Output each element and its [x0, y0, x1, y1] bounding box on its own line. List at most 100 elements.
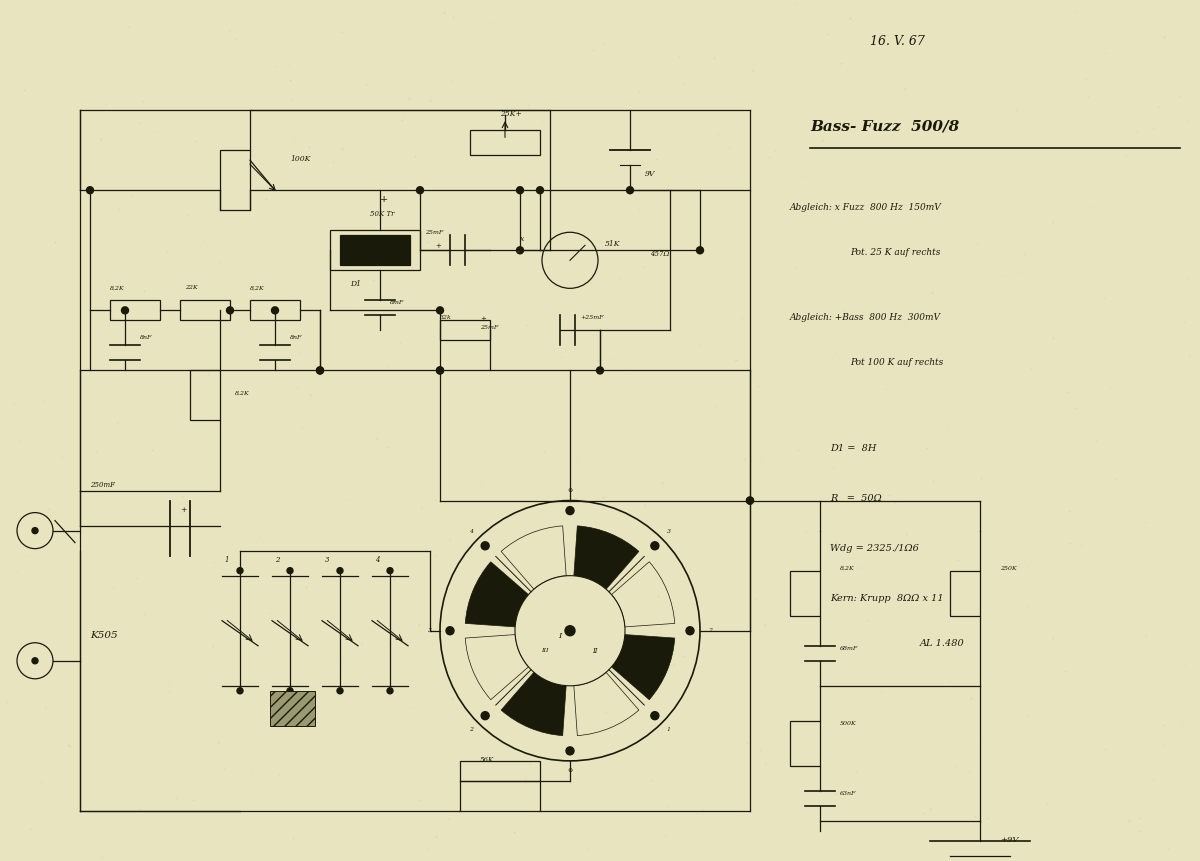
Wedge shape — [502, 526, 566, 589]
Circle shape — [566, 506, 574, 515]
Text: Bass- Fuzz  500/8: Bass- Fuzz 500/8 — [810, 119, 959, 133]
Circle shape — [416, 187, 424, 194]
Circle shape — [238, 567, 242, 573]
Circle shape — [386, 688, 394, 694]
Wedge shape — [574, 526, 638, 589]
Text: +: + — [436, 242, 440, 251]
Circle shape — [337, 567, 343, 573]
Text: +: + — [180, 505, 186, 514]
Circle shape — [515, 576, 625, 686]
Text: I: I — [558, 632, 562, 640]
Text: 3: 3 — [325, 555, 330, 564]
Text: AL 1.480: AL 1.480 — [920, 639, 965, 647]
Bar — [790, 571, 820, 616]
Bar — [340, 235, 410, 265]
Circle shape — [317, 367, 324, 374]
Text: x: x — [520, 235, 524, 244]
Text: 8,2K: 8,2K — [840, 566, 854, 571]
Wedge shape — [466, 561, 528, 627]
Text: 8,2K: 8,2K — [235, 390, 250, 395]
Bar — [950, 571, 980, 616]
Text: +: + — [480, 315, 486, 324]
Text: 250K: 250K — [1000, 566, 1016, 571]
Circle shape — [565, 626, 575, 635]
Text: 4: 4 — [469, 530, 473, 534]
Bar — [180, 300, 230, 320]
Text: II: II — [593, 647, 598, 654]
Bar — [190, 370, 220, 420]
Text: Kern: Krupp  8ΩΩ x 11: Kern: Krupp 8ΩΩ x 11 — [830, 594, 943, 603]
Text: III: III — [541, 648, 548, 653]
Bar — [220, 150, 250, 210]
Bar — [110, 300, 160, 320]
Text: 9V: 9V — [646, 170, 655, 178]
Bar — [440, 320, 490, 340]
Circle shape — [437, 307, 444, 314]
Circle shape — [746, 497, 754, 504]
Circle shape — [542, 232, 598, 288]
Wedge shape — [502, 672, 566, 735]
Circle shape — [271, 307, 278, 314]
Text: 100K: 100K — [290, 155, 311, 164]
Circle shape — [287, 567, 293, 573]
Text: 25mF: 25mF — [480, 325, 498, 331]
Text: 51K: 51K — [605, 240, 620, 248]
Circle shape — [481, 712, 490, 720]
Text: 16. V. 67: 16. V. 67 — [870, 35, 925, 48]
Text: 457Ω: 457Ω — [650, 251, 670, 258]
Circle shape — [337, 688, 343, 694]
Circle shape — [287, 688, 293, 694]
Text: 8nF: 8nF — [140, 336, 152, 340]
Circle shape — [317, 367, 324, 374]
Text: 8,2K: 8,2K — [110, 285, 125, 290]
Text: 1: 1 — [667, 728, 671, 733]
Text: 8nF: 8nF — [290, 336, 302, 340]
Text: ⊖: ⊖ — [568, 488, 572, 493]
Circle shape — [696, 247, 703, 254]
Text: 50K Tr: 50K Tr — [370, 210, 395, 218]
Bar — [790, 721, 820, 766]
Text: +9V: +9V — [1000, 836, 1019, 844]
Text: Pot. 25 K auf rechts: Pot. 25 K auf rechts — [850, 248, 941, 257]
Text: Wdg = 2325./1Ω6: Wdg = 2325./1Ω6 — [830, 543, 919, 553]
Circle shape — [437, 367, 444, 374]
Text: 500K: 500K — [840, 721, 857, 726]
Circle shape — [650, 542, 659, 550]
Text: Pot 100 K auf rechts: Pot 100 K auf rechts — [850, 358, 943, 368]
Circle shape — [481, 542, 490, 550]
Text: 8,2K: 8,2K — [250, 285, 265, 290]
Text: 68mF: 68mF — [840, 646, 858, 651]
Circle shape — [746, 497, 754, 504]
Wedge shape — [466, 635, 528, 700]
Circle shape — [686, 627, 694, 635]
Circle shape — [386, 567, 394, 573]
Text: 2: 2 — [708, 629, 712, 633]
Circle shape — [32, 658, 38, 664]
Text: Abgleich: +Bass  800 Hz  300mV: Abgleich: +Bass 800 Hz 300mV — [790, 313, 941, 322]
Bar — [460, 761, 540, 781]
Circle shape — [238, 688, 242, 694]
Text: 22K: 22K — [185, 285, 198, 290]
Text: Abgleich: x Fuzz  800 Hz  150mV: Abgleich: x Fuzz 800 Hz 150mV — [790, 203, 942, 213]
Text: 8mF: 8mF — [390, 300, 404, 306]
Text: R   =  50Ω: R = 50Ω — [830, 493, 882, 503]
Text: ⊖: ⊖ — [568, 768, 572, 773]
Text: 1: 1 — [226, 555, 229, 564]
Bar — [270, 691, 314, 726]
Text: 25K+: 25K+ — [500, 110, 522, 118]
Text: D1 =  8H: D1 = 8H — [830, 443, 876, 453]
Circle shape — [516, 247, 523, 254]
Circle shape — [536, 187, 544, 194]
Circle shape — [32, 528, 38, 534]
Circle shape — [437, 367, 444, 374]
Circle shape — [446, 627, 454, 635]
Text: D1: D1 — [350, 281, 361, 288]
Text: 32k: 32k — [440, 315, 451, 320]
Text: 56K: 56K — [480, 756, 494, 764]
Text: 4: 4 — [374, 555, 379, 564]
Text: +: + — [380, 195, 388, 204]
Circle shape — [626, 187, 634, 194]
Text: K505: K505 — [90, 631, 118, 640]
Bar — [330, 230, 420, 270]
Circle shape — [227, 307, 234, 314]
